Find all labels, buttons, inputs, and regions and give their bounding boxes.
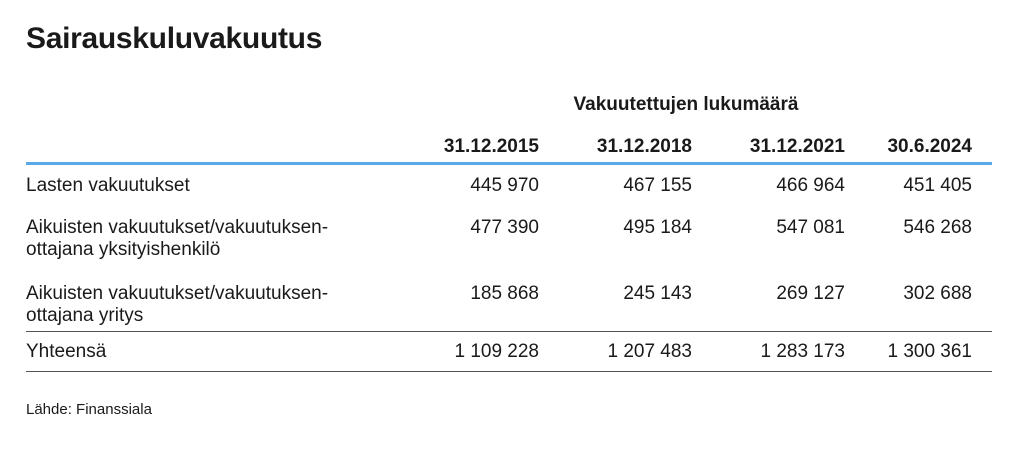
total-value: 1 283 173	[712, 331, 865, 372]
data-table: 31.12.2015 31.12.2018 31.12.2021 30.6.20…	[26, 132, 992, 372]
cell-value: 185 868	[406, 273, 559, 332]
row-label-line: Aikuisten vakuutukset/vakuutuksen-	[26, 283, 329, 304]
table-row: Aikuisten vakuutukset/vakuutuksen-ottaja…	[26, 273, 992, 332]
column-header: 31.12.2018	[559, 132, 712, 165]
column-header: 31.12.2021	[712, 132, 865, 165]
row-label: Aikuisten vakuutukset/vakuutuksen-ottaja…	[26, 273, 406, 332]
total-value: 1 109 228	[406, 331, 559, 372]
cell-value: 546 268	[903, 217, 972, 238]
row-label: Lasten vakuutukset	[26, 175, 190, 196]
cell-value: 245 143	[559, 273, 712, 332]
column-header: 31.12.2015	[406, 132, 559, 165]
row-label-line: ottajana yritys	[26, 305, 144, 326]
cell-value: 547 081	[776, 217, 845, 238]
cell-value: 466 964	[776, 175, 845, 196]
cell-value: 302 688	[865, 273, 992, 332]
total-row: Yhteensä 1 109 228 1 207 483 1 283 173 1…	[26, 331, 992, 372]
cell-value: 451 405	[903, 175, 972, 196]
cell-value: 477 390	[470, 217, 539, 238]
header-empty-cell	[26, 132, 406, 165]
table-row: Aikuisten vakuutukset/vakuutuksen-ottaja…	[26, 207, 992, 273]
cell-value: 269 127	[712, 273, 865, 332]
header-row: 31.12.2015 31.12.2018 31.12.2021 30.6.20…	[26, 132, 992, 165]
row-label-line: Aikuisten vakuutukset/vakuutuksen-	[26, 217, 329, 238]
total-label: Yhteensä	[26, 331, 406, 372]
column-header: 30.6.2024	[865, 132, 992, 165]
total-value: 1 300 361	[865, 331, 992, 372]
source-note: Lähde: Finanssiala	[26, 401, 152, 418]
column-group-header: Vakuutettujen lukumäärä	[573, 94, 799, 115]
cell-value: 495 184	[623, 217, 692, 238]
table-title: Sairauskuluvakuutus	[26, 22, 323, 55]
row-label: Aikuisten vakuutukset/vakuutuksen-ottaja…	[26, 207, 406, 273]
row-label-line: ottajana yksityishenkilö	[26, 239, 221, 260]
cell-value: 445 970	[470, 175, 539, 196]
table-row: Lasten vakuutukset 445 970 467 155 466 9…	[26, 164, 992, 208]
total-value: 1 207 483	[559, 331, 712, 372]
cell-value: 467 155	[623, 175, 692, 196]
